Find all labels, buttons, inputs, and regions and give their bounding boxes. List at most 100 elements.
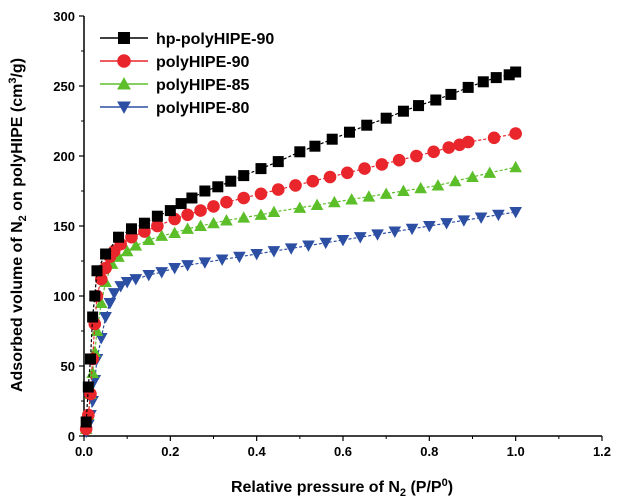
data-point [254,208,268,220]
legend-entry: polyHIPE-80 [100,100,249,117]
x-axis-title: Relative pressure of N2 (P/P0) [231,477,453,499]
data-point [509,206,522,219]
data-point [142,269,156,282]
y-tick-label: 200 [53,149,75,164]
legend-label: polyHIPE-85 [156,77,249,94]
data-point [155,229,169,241]
data-point [430,94,442,106]
legend-label: hp-polyHIPE-90 [156,31,274,48]
legend-label: polyHIPE-90 [156,54,249,71]
data-point [99,311,112,324]
data-point [194,219,207,232]
legend-entry: hp-polyHIPE-90 [100,31,274,48]
legend-marker [117,54,131,68]
data-point [289,179,302,192]
data-point [413,100,425,112]
x-tick-label: 0.4 [248,444,267,459]
data-point [198,257,212,269]
data-point [129,239,143,251]
data-point [388,226,402,238]
legend-label: polyHIPE-80 [156,100,249,117]
y-tick-label: 50 [61,359,75,374]
data-point [267,205,281,218]
data-point [427,145,440,159]
x-tick-label: 0.0 [75,444,93,459]
data-point [100,248,112,260]
data-point [186,192,198,204]
data-point [168,226,181,239]
series-polyHIPE-90 [79,127,522,436]
data-point [82,381,94,393]
x-tick-label: 1.2 [593,444,611,459]
data-point [293,201,307,213]
data-point [212,181,224,193]
series-layer [79,66,522,439]
data-point [326,133,338,145]
data-point [392,153,406,167]
data-point [462,81,474,93]
data-point [397,184,410,197]
legend: hp-polyHIPE-90 polyHIPE-90 polyHIPE-85 poly… [100,31,274,117]
legend-entry: polyHIPE-85 [100,77,249,94]
data-point [155,267,169,279]
series-hp-polyHIPE-90 [80,66,522,428]
data-point [294,146,306,158]
data-point [181,222,194,234]
data-point [510,66,522,78]
data-point [509,127,522,140]
series-polyHIPE-85 [79,160,522,435]
data-point [87,311,99,323]
y-axis-title: Adsorbed volume of N2 on polyHIPE (cm3/g… [7,58,29,392]
data-point [445,88,457,100]
data-point [431,179,445,191]
data-point [113,231,125,243]
data-point [328,195,341,208]
data-point [414,181,428,194]
data-point [175,198,187,210]
data-point [199,185,211,197]
data-point [225,175,237,187]
data-point [254,187,268,201]
data-point [238,170,250,182]
data-point [207,216,220,229]
data-point [151,210,163,222]
data-point [250,248,263,261]
data-point [220,195,233,209]
data-point [220,214,233,226]
data-point [138,217,150,229]
data-point [379,187,393,199]
data-point [215,254,229,266]
data-point [353,232,367,244]
data-point [490,72,502,84]
series-line [85,133,516,430]
data-point [509,160,522,173]
data-point [194,204,207,217]
data-point [361,119,373,131]
data-point [323,170,337,184]
data-point [255,163,267,175]
data-point [442,141,456,154]
data-point [375,158,389,171]
y-tick-label: 250 [53,79,75,94]
y-tick-label: 300 [53,9,75,24]
series-polyHIPE-80 [79,206,522,439]
data-point [306,174,320,188]
data-point [477,76,489,88]
data-point [164,205,176,217]
data-point [91,265,103,277]
data-point [457,215,471,227]
data-point [89,290,101,302]
ticks: 0.0 0.2 0.4 0.6 0.8 1.0 1.2 0 50 100 150 200 250 300 [53,9,611,459]
data-point [237,211,251,223]
data-point [120,276,134,289]
data-point [80,416,92,428]
data-point [362,190,376,202]
y-axis-title-sup: 3 [7,78,19,84]
data-point [302,240,315,252]
y-tick-label: 0 [68,429,75,444]
data-point [107,288,121,300]
data-point [120,244,134,257]
data-point [168,262,181,275]
data-point [397,105,409,117]
data-point [181,260,194,272]
